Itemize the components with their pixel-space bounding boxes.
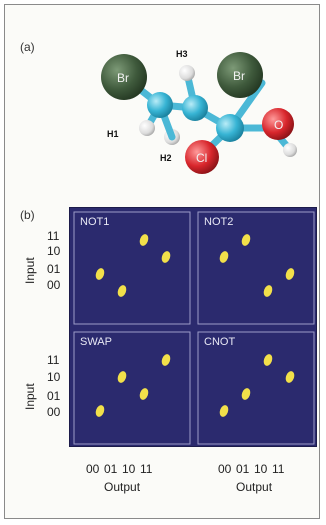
y-tick-label: 10: [47, 244, 61, 258]
chlorine-atom: [185, 140, 219, 174]
atom-label-br-left: Br: [117, 71, 129, 85]
data-point: [95, 405, 105, 417]
data-point: [161, 354, 171, 366]
h-label-h1: H1: [107, 129, 119, 139]
data-point: [285, 371, 295, 383]
oxygen-atom: [262, 108, 294, 140]
data-point: [219, 251, 229, 263]
y-tick-label: 00: [47, 405, 61, 419]
bromine-atom-right: [217, 52, 263, 98]
carbon-atom-2: [182, 95, 208, 121]
x-tick-label: 00: [86, 462, 100, 476]
gate-panel-cnot: [197, 331, 315, 445]
data-point: [139, 388, 149, 400]
panel-a-label: (a): [20, 40, 35, 54]
y-tick-label: 11: [47, 229, 60, 243]
y-tick-label: 00: [47, 278, 61, 292]
x-tick-label: 00: [218, 462, 232, 476]
x-axis-title-right: Output: [236, 480, 273, 494]
data-point: [161, 251, 171, 263]
y-tick-label: 01: [47, 389, 61, 403]
y-axis-title-bottom: Input: [23, 383, 37, 410]
y-tick-label: 11: [47, 353, 60, 367]
data-point: [117, 285, 127, 297]
gate-title: CNOT: [204, 336, 235, 348]
gate-panel-swap: [73, 331, 191, 445]
atom-label-cl: Cl: [196, 151, 207, 165]
panel-b-label: (b): [20, 208, 35, 222]
data-point: [117, 371, 127, 383]
gate-panel-not2: [197, 211, 315, 325]
y-axis-title-top: Input: [23, 257, 37, 284]
data-point: [241, 234, 251, 246]
y-tick-label: 01: [47, 262, 61, 276]
gate-plots: NOT1 NOT2 SWAP CNOT: [73, 211, 315, 445]
h-label-h2: H2: [160, 153, 172, 163]
hydrogen-atom-oh: [283, 143, 297, 157]
atom-label-o: O: [274, 118, 283, 132]
gate-title: NOT1: [80, 216, 109, 228]
data-point: [241, 388, 251, 400]
data-point: [95, 268, 105, 280]
data-point: [263, 354, 273, 366]
data-point: [263, 285, 273, 297]
gate-title: NOT2: [204, 216, 233, 228]
data-point: [285, 268, 295, 280]
h-label-h3: H3: [176, 49, 188, 59]
x-axis-title-left: Output: [104, 480, 141, 494]
gate-panel-not1: [73, 211, 191, 325]
gate-grid: NOT1 NOT2 SWAP CNOT: [69, 207, 317, 447]
carbon-atom-3: [216, 114, 244, 142]
molecule-diagram: Br Br Cl O H3 H1 H2: [101, 49, 297, 174]
bromine-atom-left: [101, 54, 147, 100]
atom-label-br-right: Br: [233, 69, 245, 83]
carbon-atom-1: [147, 92, 173, 118]
data-point: [219, 405, 229, 417]
data-point: [139, 234, 149, 246]
gate-title: SWAP: [80, 336, 112, 348]
y-tick-label: 10: [47, 370, 61, 384]
x-tick-label: 11: [272, 462, 285, 476]
x-tick-label: 10: [122, 462, 136, 476]
x-tick-label: 10: [254, 462, 268, 476]
x-tick-label: 01: [236, 462, 250, 476]
x-tick-label: 11: [140, 462, 153, 476]
x-tick-label: 01: [104, 462, 118, 476]
hydrogen-atom-h1: [139, 120, 155, 136]
hydrogen-atom-h3: [179, 65, 195, 81]
